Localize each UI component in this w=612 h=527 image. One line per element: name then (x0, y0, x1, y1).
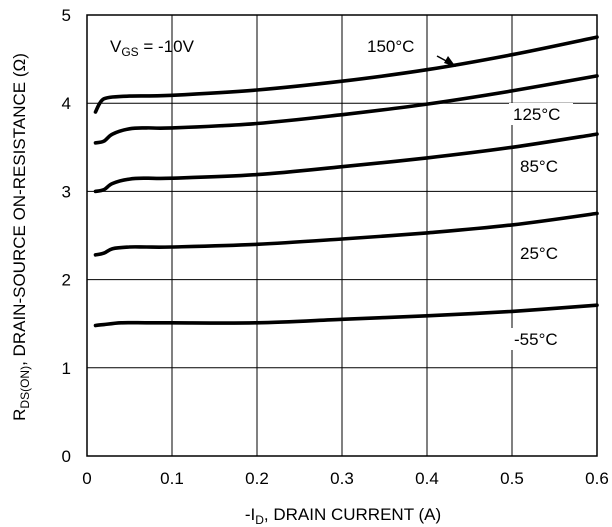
x-axis-title-sub: D (255, 513, 264, 527)
y-axis-title-sub: DS(ON) (18, 366, 32, 409)
series-label-bg-85c (516, 155, 580, 177)
x-tick-label-4: 0.4 (415, 469, 439, 488)
series-label-125c: 125°C (513, 105, 560, 124)
x-tick-label-5: 0.5 (500, 469, 524, 488)
vgs-annotation: VGS = -10V (110, 37, 195, 59)
y-tick-label-2: 2 (62, 271, 71, 290)
x-tick-labels: 0 0.1 0.2 0.3 0.4 0.5 0.6 (82, 469, 609, 488)
series-lines (93, 35, 599, 328)
series-label-bg-125c (509, 103, 573, 125)
series-line-125c (93, 74, 599, 145)
series-label-150c: 150°C (367, 37, 414, 56)
x-axis-title-rest: , DRAIN CURRENT (A) (264, 505, 441, 524)
series-labels: 150°C 125°C 85°C 25°C -55°C (367, 37, 580, 350)
series-line-85c (93, 132, 599, 194)
series-label-bg-25c (516, 242, 580, 264)
series-label-25c: 25°C (520, 244, 558, 263)
y-tick-label-0: 0 (62, 447, 71, 466)
series-line-150c (93, 35, 599, 114)
x-tick-label-3: 0.3 (330, 469, 354, 488)
series-label-85c: 85°C (520, 157, 558, 176)
y-axis-title-rest: , DRAIN-SOURCE ON-RESISTANCE (Ω) (10, 53, 29, 366)
series-label-bg-minus55c (510, 328, 574, 350)
y-tick-label-1: 1 (62, 359, 71, 378)
series-line-minus55c (93, 303, 599, 328)
y-tick-label-5: 5 (62, 6, 71, 25)
series-label-minus55c: -55°C (514, 330, 558, 349)
x-axis-title: -ID, DRAIN CURRENT (A) (245, 505, 441, 527)
plot-frame (86, 14, 598, 457)
x-tick-label-1: 0.1 (160, 469, 184, 488)
y-tick-label-4: 4 (62, 94, 71, 113)
x-tick-label-2: 0.2 (245, 469, 269, 488)
series-line-25c (93, 211, 599, 257)
x-tick-label-6: 0.6 (585, 469, 609, 488)
y-tick-labels: 0 1 2 3 4 5 (62, 6, 71, 466)
y-axis-title-prefix: R (10, 409, 29, 421)
label-arrow (436, 55, 456, 67)
y-axis-title: RDS(ON), DRAIN-SOURCE ON-RESISTANCE (Ω) (10, 53, 32, 421)
vgs-annotation-sub: GS (121, 45, 138, 59)
y-tick-label-3: 3 (62, 182, 71, 201)
vgs-annotation-rest: = -10V (139, 37, 195, 56)
x-axis-title-prefix: -I (245, 505, 255, 524)
x-tick-label-0: 0 (82, 469, 91, 488)
vgs-annotation-prefix: V (110, 37, 122, 56)
